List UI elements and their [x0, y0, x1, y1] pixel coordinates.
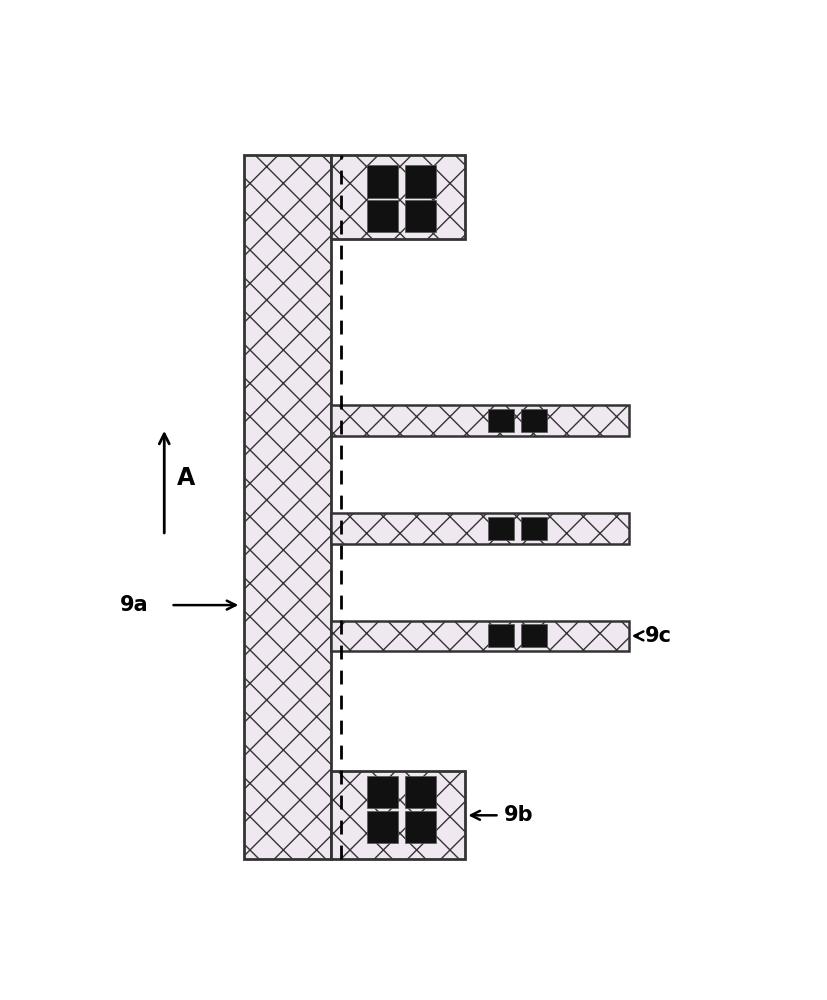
Bar	[405, 811, 436, 843]
Text: 9a: 9a	[119, 595, 148, 615]
Bar	[367, 811, 398, 843]
Text: A: A	[177, 466, 195, 490]
Bar	[367, 165, 398, 198]
Bar	[331, 513, 629, 544]
Bar	[331, 155, 466, 239]
Bar	[488, 517, 514, 540]
Bar	[405, 776, 436, 808]
Bar	[331, 620, 629, 651]
Bar	[367, 200, 398, 232]
Bar	[331, 405, 629, 436]
Text: 9b: 9b	[504, 805, 533, 825]
Bar	[405, 200, 436, 232]
Bar	[521, 517, 547, 540]
Bar	[488, 624, 514, 647]
Bar	[367, 776, 398, 808]
Bar	[521, 409, 547, 432]
Bar	[331, 771, 466, 859]
Text: 9c: 9c	[645, 626, 672, 646]
Bar	[405, 165, 436, 198]
Bar	[245, 155, 331, 859]
Bar	[488, 409, 514, 432]
Bar	[521, 624, 547, 647]
